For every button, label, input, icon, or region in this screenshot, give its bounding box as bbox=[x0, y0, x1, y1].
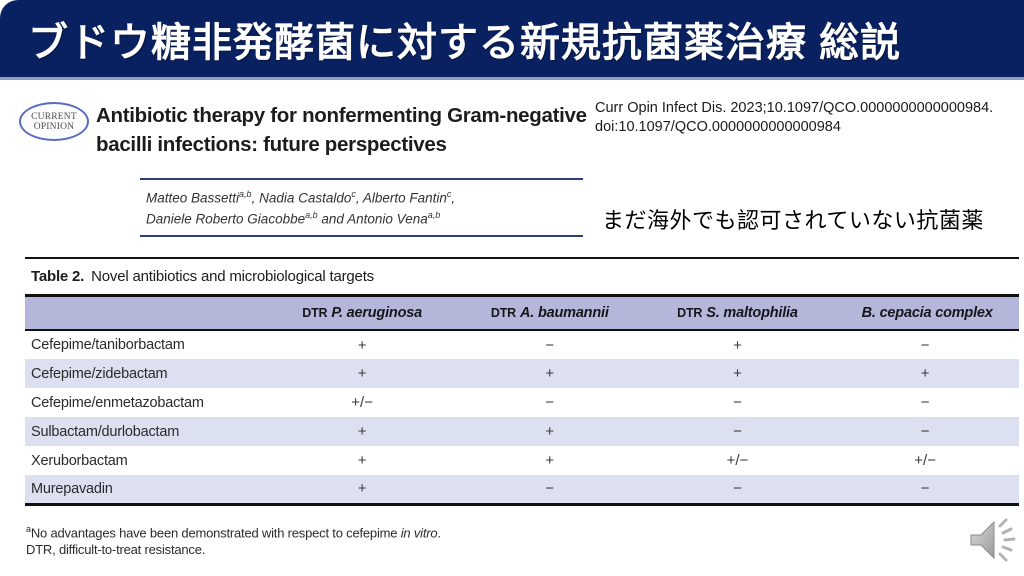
paper-title-line2: bacilli infections: future perspectives bbox=[96, 133, 447, 156]
paper-title-line1: Antibiotic therapy for nonfermenting Gra… bbox=[96, 104, 587, 127]
authors-line1: Matteo Bassettia,b, Nadia Castaldoc, Alb… bbox=[146, 189, 456, 206]
table-row: Cefepime/taniborbactam + − + − bbox=[31, 336, 930, 354]
citation: Curr Opin Infect Dis. 2023;10.1097/QCO.0… bbox=[595, 99, 1020, 137]
logo-text-line2: OPINION bbox=[33, 121, 75, 132]
table-footnotes: aNo advantages have been demonstrated wi… bbox=[26, 521, 726, 558]
slide-title: ブドウ糖非発酵菌に対する新規抗菌薬治療 総説 bbox=[28, 20, 902, 65]
table-caption-number: Table 2. bbox=[31, 268, 85, 285]
header-col-bc: B. cepacia complex bbox=[861, 305, 993, 321]
slide-title-bar: ブドウ糖非発酵菌に対する新規抗菌薬治療 総説 bbox=[0, 0, 1024, 80]
table-row: Murepavadin + − − − bbox=[25, 475, 1019, 504]
antibiotics-table: DTR P. aeruginosa DTR A. baumannii DTR S. m… bbox=[25, 294, 1019, 506]
speaker-icon bbox=[970, 518, 1016, 562]
paper-title: Antibiotic therapy for nonfermenting Gra… bbox=[96, 101, 587, 159]
table-row: Cefepime/zidebactam + + + + bbox=[25, 359, 1019, 388]
table-row: Sulbactam/durlobactam + + − − bbox=[25, 417, 1019, 446]
footnote-1: aNo advantages have been demonstrated wi… bbox=[26, 524, 441, 541]
header-col-ab: DTR A. baumannii bbox=[490, 305, 609, 321]
authors-line2: Daniele Roberto Giacobbea,b and Antonio … bbox=[146, 209, 441, 227]
table-row: Cefepime/enmetazobactam +/− − − − bbox=[31, 394, 930, 411]
authors-block: Matteo Bassettia,b, Nadia Castaldoc, Alb… bbox=[140, 178, 583, 237]
citation-line1: Curr Opin Infect Dis. 2023;10.1097/QCO.0… bbox=[595, 100, 994, 116]
table-2: Table 2. Novel antibiotics and microbiolo… bbox=[25, 257, 1019, 506]
header-col-sm: DTR S. maltophilia bbox=[677, 305, 798, 321]
japanese-annotation: まだ海外でも認可されていない抗菌薬 bbox=[602, 208, 984, 233]
table-header-row: DTR P. aeruginosa DTR A. baumannii DTR S. m… bbox=[25, 295, 1019, 331]
table-row: Xeruborbactam + + +/− +/− bbox=[31, 452, 936, 469]
footnote-2: DTR, difficult-to-treat resistance. bbox=[26, 542, 206, 558]
table-caption: Table 2. Novel antibiotics and microbiolo… bbox=[25, 259, 1019, 294]
audio-speaker-icon[interactable] bbox=[964, 514, 1018, 568]
header-col-pa: DTR P. aeruginosa bbox=[302, 305, 422, 321]
citation-line2: doi:10.1097/QCO.0000000000000984 bbox=[595, 119, 841, 135]
logo-text-line1: CURRENT bbox=[31, 111, 77, 122]
header-empty bbox=[25, 296, 268, 331]
current-opinion-logo: CURRENT OPINION bbox=[19, 102, 89, 141]
table-caption-text: Novel antibiotics and microbiological ta… bbox=[91, 268, 374, 285]
